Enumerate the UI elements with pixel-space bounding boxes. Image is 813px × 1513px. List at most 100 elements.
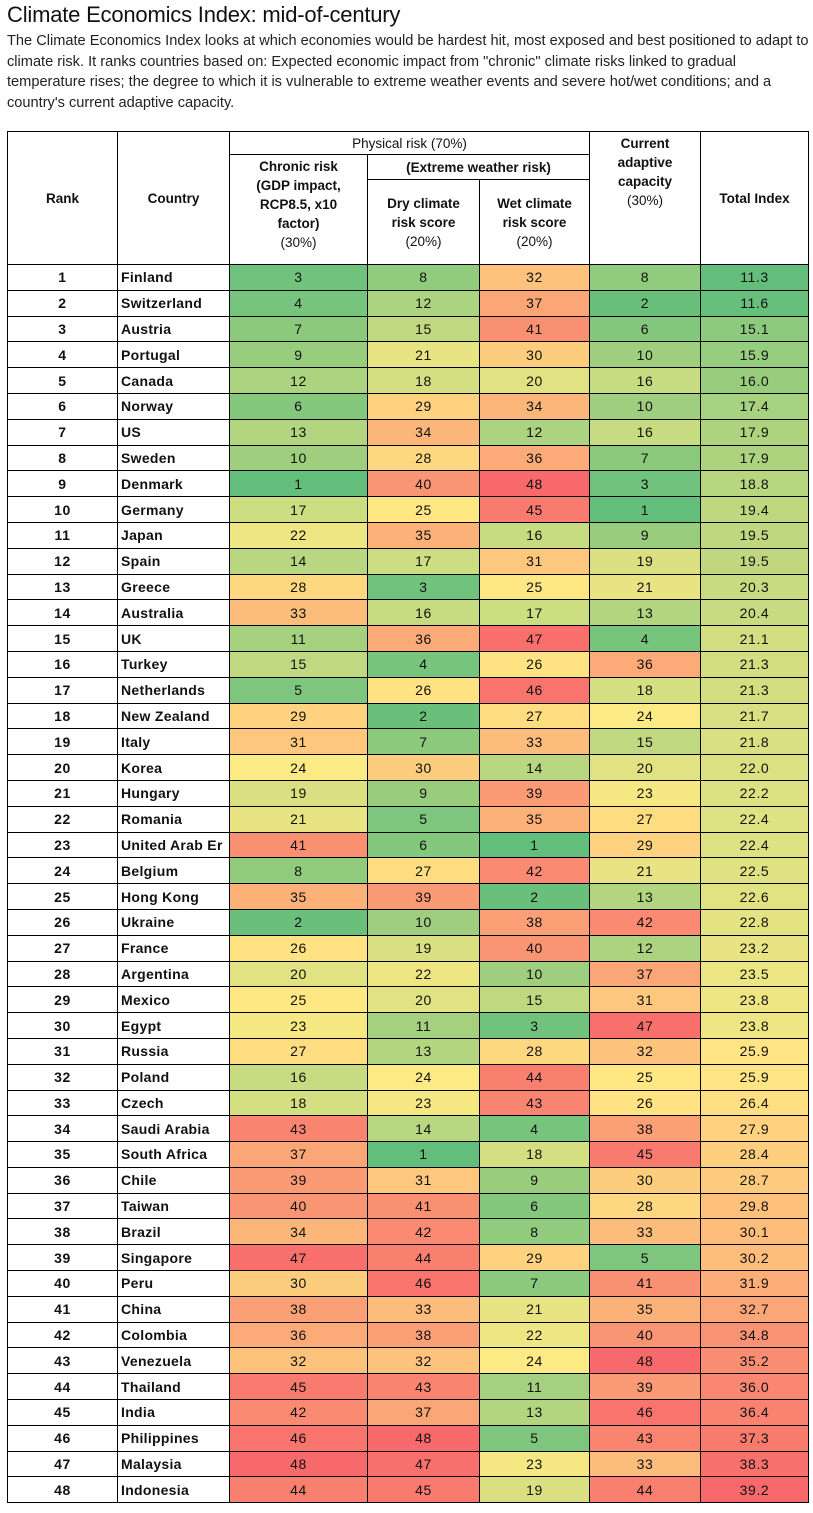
wet-climate-cell: 35	[479, 805, 590, 833]
rank-cell: 13	[7, 573, 118, 601]
total-index-cell: 34.8	[700, 1321, 809, 1349]
rank-cell: 26	[7, 908, 118, 936]
table-row: 3 Austria 7 15 41 6 15.1	[7, 315, 809, 343]
wet-climate-cell: 22	[479, 1321, 590, 1349]
wet-climate-cell: 27	[479, 702, 590, 730]
dry-climate-cell: 4	[367, 650, 480, 678]
table-row: 17 Netherlands 5 26 46 18 21.3	[7, 676, 809, 704]
dry-climate-cell: 27	[367, 857, 480, 885]
table-row: 46 Philippines 46 48 5 43 37.3	[7, 1424, 809, 1452]
country-cell: Netherlands	[117, 676, 230, 704]
adaptive-capacity-cell: 33	[589, 1218, 701, 1246]
country-cell: Hong Kong	[117, 883, 230, 910]
chronic-risk-cell: 6	[229, 392, 368, 420]
table-row: 38 Brazil 34 42 8 33 30.1	[7, 1218, 809, 1246]
header-chronic-pct: (30%)	[280, 235, 317, 250]
total-index-cell: 21.1	[700, 625, 809, 652]
dry-climate-cell: 11	[367, 1012, 480, 1039]
dry-climate-cell: 19	[367, 934, 480, 962]
table-row: 23 United Arab Er 41 6 1 29 22.4	[7, 831, 809, 859]
wet-climate-cell: 30	[479, 341, 590, 369]
dry-climate-cell: 22	[367, 960, 480, 988]
country-cell: Philippines	[117, 1424, 230, 1452]
total-index-cell: 30.2	[700, 1244, 809, 1272]
rank-cell: 37	[7, 1192, 118, 1220]
adaptive-capacity-cell: 21	[589, 573, 701, 601]
rank-cell: 35	[7, 1141, 118, 1168]
table-row: 34 Saudi Arabia 43 14 4 38 27.9	[7, 1115, 809, 1143]
wet-climate-cell: 26	[479, 650, 590, 678]
rank-cell: 5	[7, 367, 118, 394]
header-dry-pct: (20%)	[405, 233, 442, 249]
wet-climate-cell: 32	[479, 264, 590, 291]
table-row: 7 US 13 34 12 16 17.9	[7, 418, 809, 446]
chronic-risk-cell: 41	[229, 831, 368, 859]
adaptive-capacity-cell: 25	[589, 1063, 701, 1091]
adaptive-capacity-cell: 7	[589, 444, 701, 472]
country-cell: Romania	[117, 805, 230, 833]
rank-cell: 29	[7, 986, 118, 1014]
total-index-cell: 22.5	[700, 857, 809, 885]
rank-cell: 2	[7, 289, 118, 317]
table-row: 14 Australia 33 16 17 13 20.4	[7, 599, 809, 627]
chronic-risk-cell: 24	[229, 754, 368, 781]
dry-climate-cell: 20	[367, 986, 480, 1014]
rank-cell: 42	[7, 1321, 118, 1349]
table-row: 15 UK 11 36 47 4 21.1	[7, 625, 809, 652]
wet-climate-cell: 24	[479, 1347, 590, 1375]
adaptive-capacity-cell: 30	[589, 1166, 701, 1194]
dry-climate-cell: 5	[367, 805, 480, 833]
header-extreme-weather: (Extreme weather risk)	[367, 154, 590, 180]
chronic-risk-cell: 30	[229, 1270, 368, 1297]
adaptive-capacity-cell: 4	[589, 625, 701, 652]
adaptive-capacity-cell: 48	[589, 1347, 701, 1375]
dry-climate-cell: 33	[367, 1295, 480, 1323]
total-index-cell: 26.4	[700, 1089, 809, 1117]
rank-cell: 20	[7, 754, 118, 781]
adaptive-capacity-cell: 36	[589, 650, 701, 678]
chronic-risk-cell: 45	[229, 1373, 368, 1401]
total-index-cell: 25.9	[700, 1063, 809, 1091]
wet-climate-cell: 3	[479, 1012, 590, 1039]
table-row: 47 Malaysia 48 47 23 33 38.3	[7, 1450, 809, 1478]
adaptive-capacity-cell: 26	[589, 1089, 701, 1117]
country-cell: US	[117, 418, 230, 446]
table-row: 31 Russia 27 13 28 32 25.9	[7, 1037, 809, 1065]
chronic-risk-cell: 18	[229, 1089, 368, 1117]
adaptive-capacity-cell: 12	[589, 934, 701, 962]
dry-climate-cell: 43	[367, 1373, 480, 1401]
country-cell: New Zealand	[117, 702, 230, 730]
wet-climate-cell: 6	[479, 1192, 590, 1220]
wet-climate-cell: 1	[479, 831, 590, 859]
adaptive-capacity-cell: 8	[589, 264, 701, 291]
dry-climate-cell: 42	[367, 1218, 480, 1246]
wet-climate-cell: 21	[479, 1295, 590, 1323]
wet-climate-cell: 5	[479, 1424, 590, 1452]
dry-climate-cell: 46	[367, 1270, 480, 1297]
total-index-cell: 21.3	[700, 676, 809, 704]
dry-climate-cell: 31	[367, 1166, 480, 1194]
chronic-risk-cell: 10	[229, 444, 368, 472]
total-index-cell: 21.3	[700, 650, 809, 678]
table-row: 5 Canada 12 18 20 16 16.0	[7, 367, 809, 394]
country-cell: Taiwan	[117, 1192, 230, 1220]
dry-climate-cell: 28	[367, 444, 480, 472]
header-dry-climate: Dry climate risk score (20%)	[367, 179, 480, 265]
wet-climate-cell: 41	[479, 315, 590, 343]
wet-climate-cell: 44	[479, 1063, 590, 1091]
rank-cell: 23	[7, 831, 118, 859]
adaptive-capacity-cell: 1	[589, 496, 701, 523]
country-cell: South Africa	[117, 1141, 230, 1168]
adaptive-capacity-cell: 37	[589, 960, 701, 988]
dry-climate-cell: 8	[367, 264, 480, 291]
rank-cell: 18	[7, 702, 118, 730]
adaptive-capacity-cell: 20	[589, 754, 701, 781]
rank-cell: 30	[7, 1012, 118, 1039]
chronic-risk-cell: 39	[229, 1166, 368, 1194]
table-row: 18 New Zealand 29 2 27 24 21.7	[7, 702, 809, 730]
country-cell: Peru	[117, 1270, 230, 1297]
rank-cell: 22	[7, 805, 118, 833]
dry-climate-cell: 41	[367, 1192, 480, 1220]
table-row: 28 Argentina 20 22 10 37 23.5	[7, 960, 809, 988]
wet-climate-cell: 17	[479, 599, 590, 627]
